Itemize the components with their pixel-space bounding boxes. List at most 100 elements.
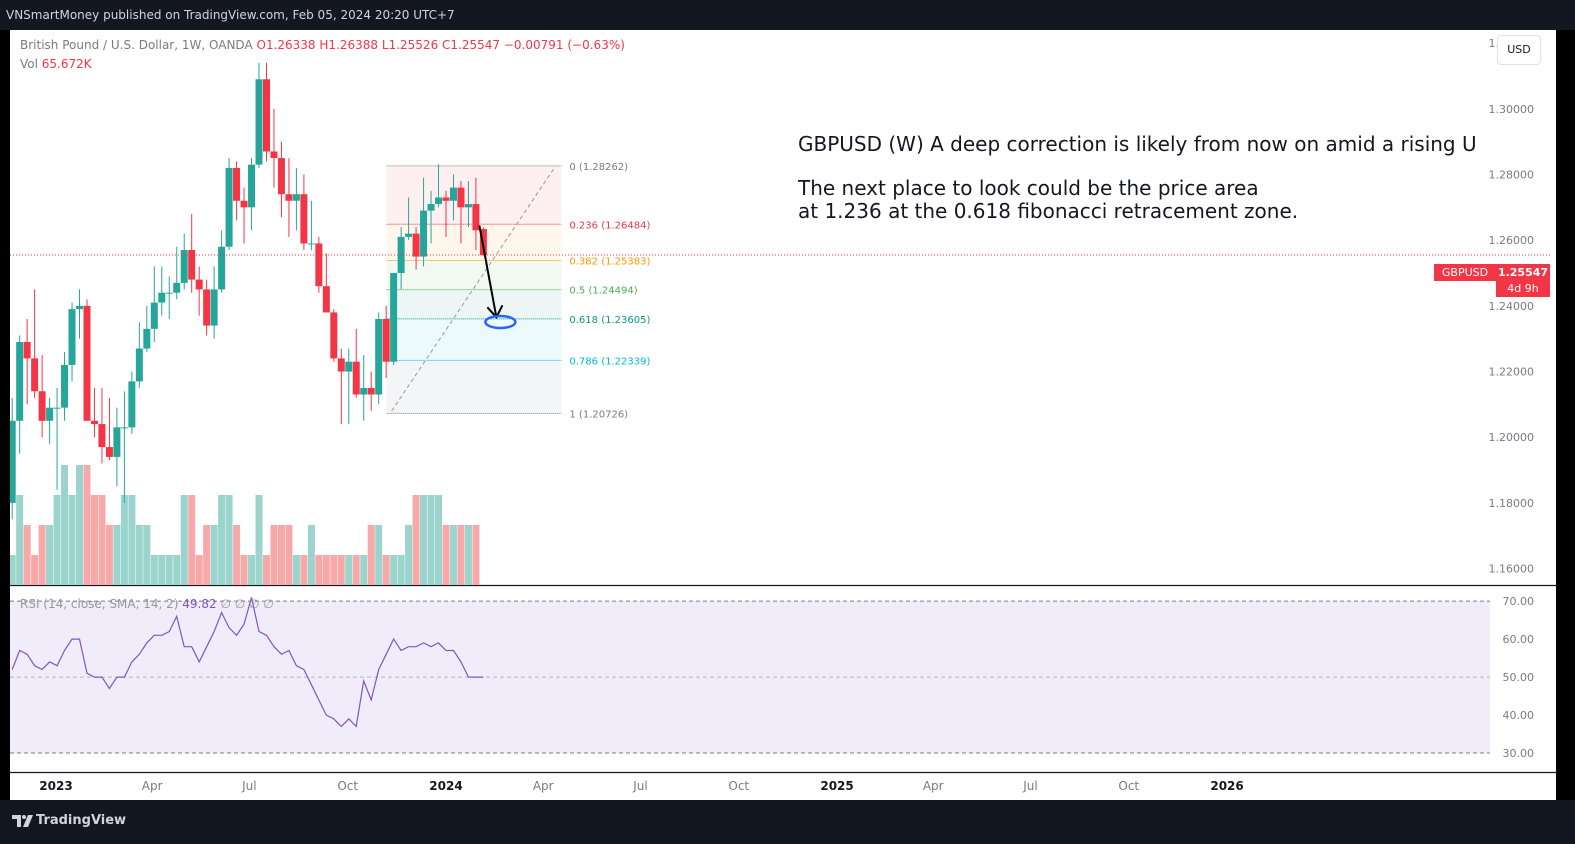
volume-bar [464,525,472,585]
candle-body [195,279,203,290]
time-axis-label: Apr [923,779,944,793]
volume-bar [427,495,435,585]
price-tick-label: 1.20000 [1489,431,1535,444]
volume-bar [83,465,91,585]
candle-body [76,305,84,310]
volume-bar [173,555,181,585]
candle-body [188,250,196,280]
price-scale-area [1490,30,1556,800]
volume-bar [10,555,16,585]
candle-body [382,318,390,362]
candle-body [427,204,435,211]
price-tick-label: 1.24000 [1489,300,1535,313]
candle-body [449,187,457,201]
fib-level-label: 0.786 (1.22339) [569,356,650,367]
volume-bar [367,525,375,585]
volume-bar [405,525,413,585]
volume-bar [165,555,173,585]
volume-bar [68,495,76,585]
volume-bar [345,555,353,585]
candle-body [285,194,293,201]
volume-bar [449,525,457,585]
currency-button[interactable]: USD [1497,35,1541,65]
annotation-headline[interactable]: GBPUSD (W) A deep correction is likely f… [798,132,1477,156]
rsi-tick-label: 60.00 [1503,633,1535,646]
time-axis-label: 2024 [429,779,462,793]
time-axis-label: Jul [1022,779,1037,793]
volume-bar [292,555,300,585]
candle-body [83,305,91,421]
volume-bar [53,495,61,585]
volume-bar [90,495,98,585]
candle-body [10,420,16,503]
volume-label: Vol [20,57,38,71]
volume-bar [375,525,383,585]
volume-bar [360,555,368,585]
symbol-legend: British Pound / U.S. Dollar, 1W, OANDA O… [20,38,625,52]
volume-bar [128,495,136,585]
volume-bar [390,555,398,585]
volume-bar [457,525,465,585]
volume-bar [150,555,158,585]
tradingview-logo-icon[interactable] [12,815,34,827]
last-price-tag: GBPUSD 1.25547 4d 9h [1434,264,1550,297]
fib-band [386,360,562,414]
fib-trend-line [391,166,556,412]
rsi-tick-label: 30.00 [1503,747,1535,760]
projection-arrow-line [478,225,498,318]
candle-body [464,204,472,208]
candle-body [158,292,166,303]
ohlc-high: H1.26388 [319,38,379,52]
price-tick-label: 1.22000 [1489,366,1535,379]
volume-bar [188,495,196,585]
volume-bar [262,555,270,585]
chart-panel[interactable]: 1.16000 1.18000 1.20000 1.22000 1.24000 1.260… [10,30,1556,800]
chart-svg[interactable]: 1.16000 1.18000 1.20000 1.22000 1.24000 1.260… [10,30,1556,800]
volume-bar [300,555,308,585]
candle-body [46,407,54,421]
price-tick-label: 1.28000 [1489,168,1535,181]
footer-brand[interactable]: TradingView [36,813,127,828]
time-axis-label: Apr [533,779,554,793]
annotation-line-1[interactable]: The next place to look could be the pric… [798,176,1259,200]
candle-body [315,243,323,287]
volume-bar [315,555,323,585]
candle-body [165,292,173,294]
candle-body [322,286,330,313]
volume-bar [248,555,256,585]
volume-bar [105,525,113,585]
candle-body [390,273,398,362]
candle-body [240,200,248,208]
candle-body [16,341,24,421]
annotation-line-2[interactable]: at 1.236 at the 0.618 fibonacci retracem… [798,199,1299,223]
candle-body [300,194,308,244]
price-tick-label: 1.18000 [1489,497,1535,510]
candle-body [248,164,256,208]
price-tag-symbol: GBPUSD [1434,264,1496,281]
candle-body [61,364,69,408]
volume-bar [38,525,46,585]
candle-body [53,407,61,409]
volume-bar [270,525,278,585]
candle-body [128,381,136,428]
candle-body [472,204,480,231]
candle-body [412,233,420,257]
candle-body [367,387,375,395]
fib-level-label: 0.5 (1.24494) [569,286,637,297]
time-axis-label: Jul [241,779,256,793]
candle-body [143,328,151,349]
price-tag-price: 1.25547 [1496,264,1550,281]
volume-bar [337,555,345,585]
rsi-value: 49.82 [182,597,217,611]
candle-body [435,197,443,205]
volume-bar [16,495,24,585]
volume-bar [307,525,315,585]
volume-value: 65.672K [41,57,92,71]
volume-bar [61,465,69,585]
fib-level-label: 0.382 (1.25383) [569,256,650,267]
volume-bar [135,525,143,585]
volume-bar [233,525,241,585]
fib-level-label: 0.236 (1.26484) [569,220,650,231]
candle-body [337,358,345,372]
publisher-text: VNSmartMoney published on TradingView.co… [6,8,455,22]
